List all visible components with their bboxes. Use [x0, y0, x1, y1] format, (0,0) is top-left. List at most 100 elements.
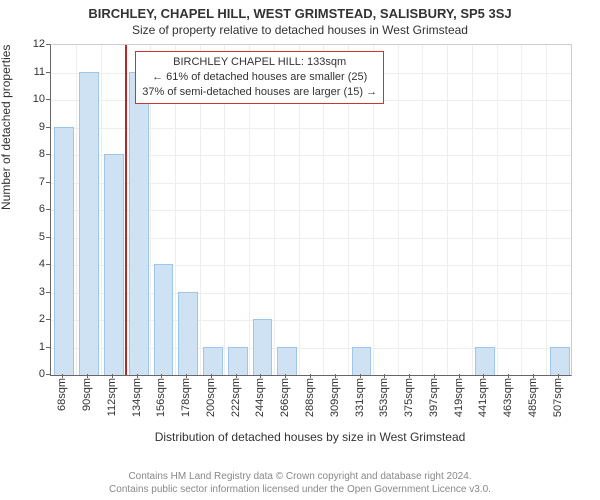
y-tick-mark — [46, 182, 50, 183]
x-tick-mark — [112, 374, 113, 378]
x-tick-mark — [161, 374, 162, 378]
x-tick-mark — [335, 374, 336, 378]
annotation-line-0: BIRCHLEY CHAPEL HILL: 133sqm — [142, 55, 377, 70]
y-tick-mark — [46, 127, 50, 128]
y-tick-label: 1 — [15, 341, 45, 353]
y-tick-label: 3 — [15, 286, 45, 298]
x-tick-label: 419sqm — [453, 378, 465, 417]
y-tick-mark — [46, 72, 50, 73]
y-tick-label: 5 — [15, 231, 45, 243]
y-tick-mark — [46, 44, 50, 45]
chart-title: BIRCHLEY, CHAPEL HILL, WEST GRIMSTEAD, S… — [0, 0, 600, 21]
x-tick-label: 485sqm — [527, 378, 539, 417]
y-tick-mark — [46, 99, 50, 100]
y-tick-mark — [46, 347, 50, 348]
x-tick-label: 309sqm — [329, 378, 341, 417]
gridline-v — [422, 45, 423, 375]
footer-line-1: Contains HM Land Registry data © Crown c… — [0, 470, 600, 483]
x-tick-label: 397sqm — [428, 378, 440, 417]
y-tick-mark — [46, 319, 50, 320]
gridline-v — [76, 45, 77, 375]
x-tick-label: 68sqm — [56, 378, 68, 411]
x-tick-label: 156sqm — [155, 378, 167, 417]
y-tick-mark — [46, 154, 50, 155]
y-tick-mark — [46, 292, 50, 293]
x-tick-label: 222sqm — [230, 378, 242, 417]
bar — [253, 319, 273, 375]
x-tick-label: 507sqm — [552, 378, 564, 417]
marker-line — [125, 45, 127, 375]
plot-area: BIRCHLEY CHAPEL HILL: 133sqm← 61% of det… — [50, 44, 572, 376]
footer-line-2: Contains public sector information licen… — [0, 483, 600, 496]
bar — [203, 347, 223, 376]
x-tick-mark — [310, 374, 311, 378]
gridline-v — [497, 45, 498, 375]
x-tick-label: 266sqm — [279, 378, 291, 417]
x-tick-label: 288sqm — [304, 378, 316, 417]
bar — [550, 347, 570, 376]
chart-footer: Contains HM Land Registry data © Crown c… — [0, 470, 600, 496]
x-tick-mark — [360, 374, 361, 378]
x-tick-mark — [62, 374, 63, 378]
x-tick-label: 441sqm — [477, 378, 489, 417]
x-tick-label: 200sqm — [205, 378, 217, 417]
chart-container: BIRCHLEY, CHAPEL HILL, WEST GRIMSTEAD, S… — [0, 0, 600, 500]
x-tick-label: 244sqm — [254, 378, 266, 417]
bar — [54, 127, 74, 376]
x-tick-label: 90sqm — [81, 378, 93, 411]
x-tick-label: 331sqm — [354, 378, 366, 417]
x-tick-mark — [434, 374, 435, 378]
y-tick-mark — [46, 374, 50, 375]
y-tick-mark — [46, 209, 50, 210]
x-tick-label: 353sqm — [378, 378, 390, 417]
x-tick-label: 178sqm — [180, 378, 192, 417]
x-tick-mark — [483, 374, 484, 378]
x-tick-mark — [508, 374, 509, 378]
gridline-v — [472, 45, 473, 375]
bar — [475, 347, 495, 376]
x-tick-mark — [384, 374, 385, 378]
y-tick-label: 12 — [15, 38, 45, 50]
x-tick-mark — [260, 374, 261, 378]
y-tick-label: 11 — [15, 66, 45, 78]
annotation-box: BIRCHLEY CHAPEL HILL: 133sqm← 61% of det… — [135, 51, 384, 104]
x-tick-mark — [211, 374, 212, 378]
x-tick-mark — [285, 374, 286, 378]
x-tick-label: 375sqm — [403, 378, 415, 417]
x-tick-mark — [409, 374, 410, 378]
y-tick-label: 2 — [15, 313, 45, 325]
x-tick-mark — [137, 374, 138, 378]
x-tick-label: 463sqm — [502, 378, 514, 417]
bar — [228, 347, 248, 376]
x-axis-label: Distribution of detached houses by size … — [50, 430, 570, 444]
gridline-v — [546, 45, 547, 375]
gridline-v — [398, 45, 399, 375]
y-tick-mark — [46, 264, 50, 265]
bar — [178, 292, 198, 376]
y-axis-label: Number of detached properties — [0, 45, 13, 210]
x-tick-mark — [236, 374, 237, 378]
bar — [79, 72, 99, 376]
y-tick-mark — [46, 237, 50, 238]
y-tick-label: 0 — [15, 368, 45, 380]
bar — [129, 72, 149, 376]
bar — [352, 347, 372, 376]
bar — [277, 347, 297, 376]
x-tick-mark — [558, 374, 559, 378]
y-tick-label: 9 — [15, 121, 45, 133]
annotation-line-2: 37% of semi-detached houses are larger (… — [142, 85, 377, 100]
bar — [104, 154, 124, 375]
y-tick-label: 4 — [15, 258, 45, 270]
annotation-line-1: ← 61% of detached houses are smaller (25… — [142, 70, 377, 85]
x-tick-mark — [186, 374, 187, 378]
y-tick-label: 7 — [15, 176, 45, 188]
x-tick-label: 112sqm — [106, 378, 118, 416]
y-tick-label: 6 — [15, 203, 45, 215]
x-tick-mark — [87, 374, 88, 378]
bar — [154, 264, 174, 375]
x-tick-mark — [533, 374, 534, 378]
gridline-v — [447, 45, 448, 375]
y-tick-label: 10 — [15, 93, 45, 105]
chart-subtitle: Size of property relative to detached ho… — [0, 21, 600, 37]
gridline-v — [521, 45, 522, 375]
